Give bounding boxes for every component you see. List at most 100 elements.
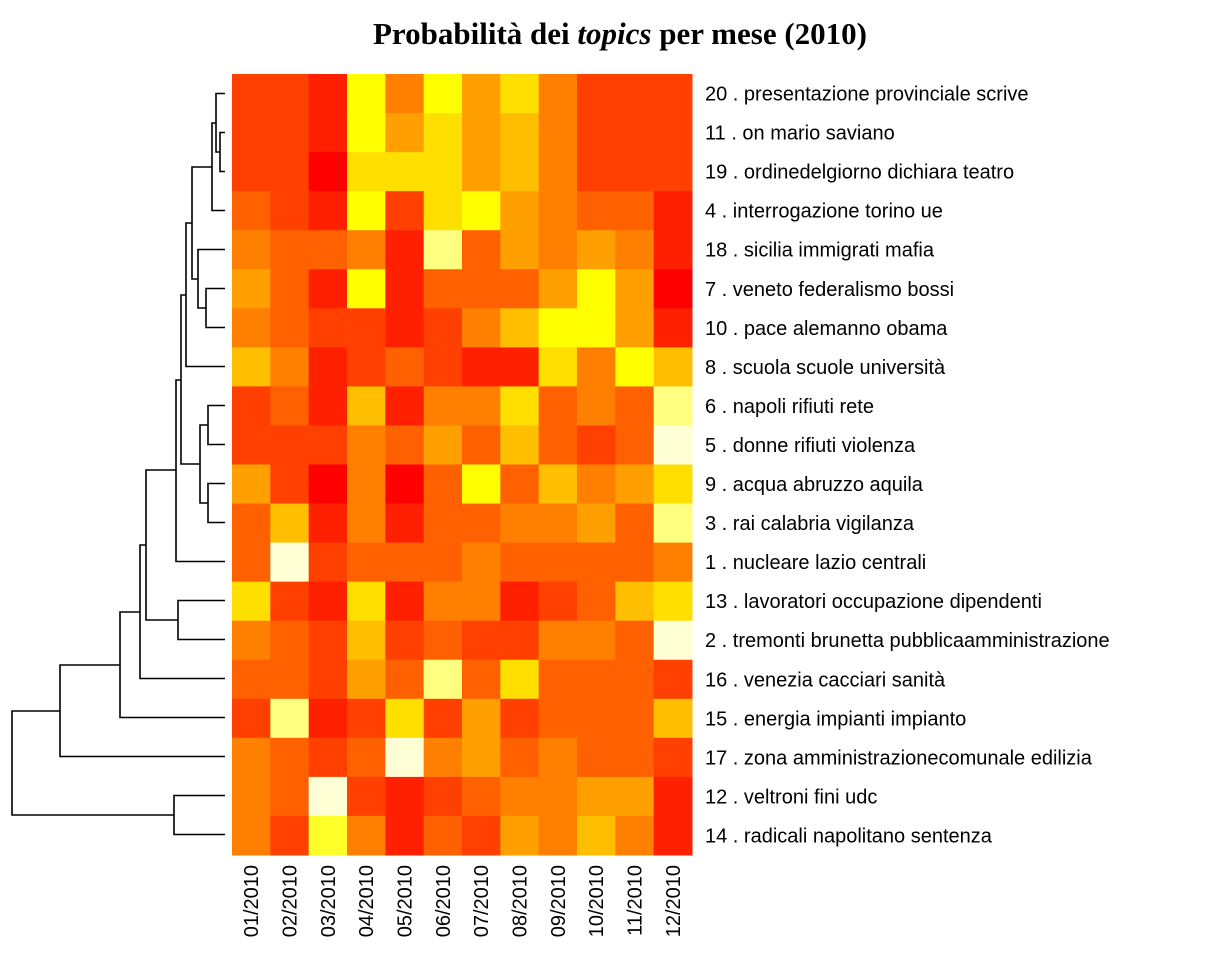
heat-cell xyxy=(347,74,386,114)
heat-cell xyxy=(500,581,540,622)
heat-cell xyxy=(615,815,655,856)
heat-cell xyxy=(615,659,655,700)
heat-cell xyxy=(232,815,271,856)
heat-cell xyxy=(308,152,348,192)
heat-cell xyxy=(500,464,540,505)
heat-cell xyxy=(423,581,463,622)
heat-cell xyxy=(232,152,271,192)
heat-cell xyxy=(347,386,386,426)
heat-cell xyxy=(500,113,540,153)
heat-cell xyxy=(347,152,386,192)
heat-cell xyxy=(615,347,655,387)
heat-cell xyxy=(653,269,693,309)
heat-cell xyxy=(270,347,310,387)
heat-cell xyxy=(577,620,616,661)
heat-cell xyxy=(308,542,348,583)
heat-cell xyxy=(270,386,310,426)
heat-cell xyxy=(347,542,386,583)
heat-cell xyxy=(500,542,540,583)
heat-cell xyxy=(347,698,386,739)
heat-cell xyxy=(347,815,386,856)
row-label: 14 . radicali napolitano sentenza xyxy=(705,825,993,847)
heat-cell xyxy=(538,581,578,622)
heat-cell xyxy=(308,308,348,348)
row-label: 3 . rai calabria vigilanza xyxy=(705,513,915,535)
heat-cell xyxy=(538,425,578,465)
heat-cell xyxy=(423,113,463,153)
row-label: 8 . scuola scuole università xyxy=(705,357,946,379)
heat-cell xyxy=(308,698,348,739)
heat-cell xyxy=(423,464,463,505)
column-label: 11/2010 xyxy=(625,865,647,936)
heat-cell xyxy=(308,620,348,661)
heat-cell xyxy=(423,815,463,856)
heat-cell xyxy=(423,269,463,309)
heat-cell xyxy=(653,386,693,426)
heat-cell xyxy=(653,74,693,114)
heat-cell xyxy=(653,503,693,544)
heat-cell xyxy=(308,74,348,114)
heat-cell xyxy=(653,152,693,192)
heat-cell xyxy=(270,74,310,114)
heat-cell xyxy=(270,737,310,778)
heat-cell xyxy=(577,191,616,231)
heat-cell xyxy=(385,230,425,270)
heat-cell xyxy=(385,152,425,192)
heat-cell xyxy=(308,581,348,622)
heat-cell xyxy=(232,464,271,505)
heat-cell xyxy=(270,425,310,465)
heat-cell xyxy=(500,191,540,231)
heat-cell xyxy=(577,113,616,153)
heat-cell xyxy=(232,269,271,309)
heat-cell xyxy=(232,386,271,426)
heat-cell xyxy=(347,191,386,231)
heat-cell xyxy=(653,191,693,231)
heat-cell xyxy=(423,308,463,348)
heat-cell xyxy=(347,581,386,622)
heat-cell xyxy=(423,347,463,387)
heat-cell xyxy=(500,74,540,114)
heat-cell xyxy=(538,74,578,114)
heat-cell xyxy=(577,152,616,192)
heat-cell xyxy=(270,503,310,544)
heat-cell xyxy=(500,230,540,270)
heat-cell xyxy=(385,698,425,739)
row-label: 19 . ordinedelgiorno dichiara teatro xyxy=(705,162,1014,184)
heat-cell xyxy=(232,503,271,544)
heat-cell xyxy=(232,776,271,817)
heat-cell xyxy=(462,152,501,192)
heat-cell xyxy=(577,737,616,778)
heat-cell xyxy=(347,464,386,505)
heat-cell xyxy=(462,113,501,153)
heat-cell xyxy=(347,308,386,348)
row-label: 20 . presentazione provinciale scrive xyxy=(705,84,1029,106)
heat-cell xyxy=(615,191,655,231)
heat-cell xyxy=(385,347,425,387)
heat-cell xyxy=(232,347,271,387)
heat-cell xyxy=(385,113,425,153)
heat-cell xyxy=(653,698,693,739)
heat-cell xyxy=(308,737,348,778)
heat-cell xyxy=(653,776,693,817)
heat-cell xyxy=(538,464,578,505)
column-label: 09/2010 xyxy=(548,865,570,937)
heat-cell xyxy=(270,152,310,192)
row-label: 15 . energia impianti impianto xyxy=(705,708,966,730)
heat-cell xyxy=(270,113,310,153)
heat-cell xyxy=(385,464,425,505)
heat-cell xyxy=(538,386,578,426)
heat-cell xyxy=(653,113,693,153)
heat-cell xyxy=(270,815,310,856)
row-label: 18 . sicilia immigrati mafia xyxy=(705,240,935,262)
heat-cell xyxy=(538,815,578,856)
heat-cell xyxy=(577,347,616,387)
heat-cell xyxy=(577,74,616,114)
heat-cell xyxy=(577,542,616,583)
heat-cell xyxy=(615,230,655,270)
row-label: 2 . tremonti brunetta pubblicaamministra… xyxy=(705,630,1110,652)
heat-cell xyxy=(577,464,616,505)
row-label: 7 . veneto federalismo bossi xyxy=(705,279,954,301)
heat-cell xyxy=(462,347,501,387)
heat-cell xyxy=(308,659,348,700)
heat-cell xyxy=(462,659,501,700)
